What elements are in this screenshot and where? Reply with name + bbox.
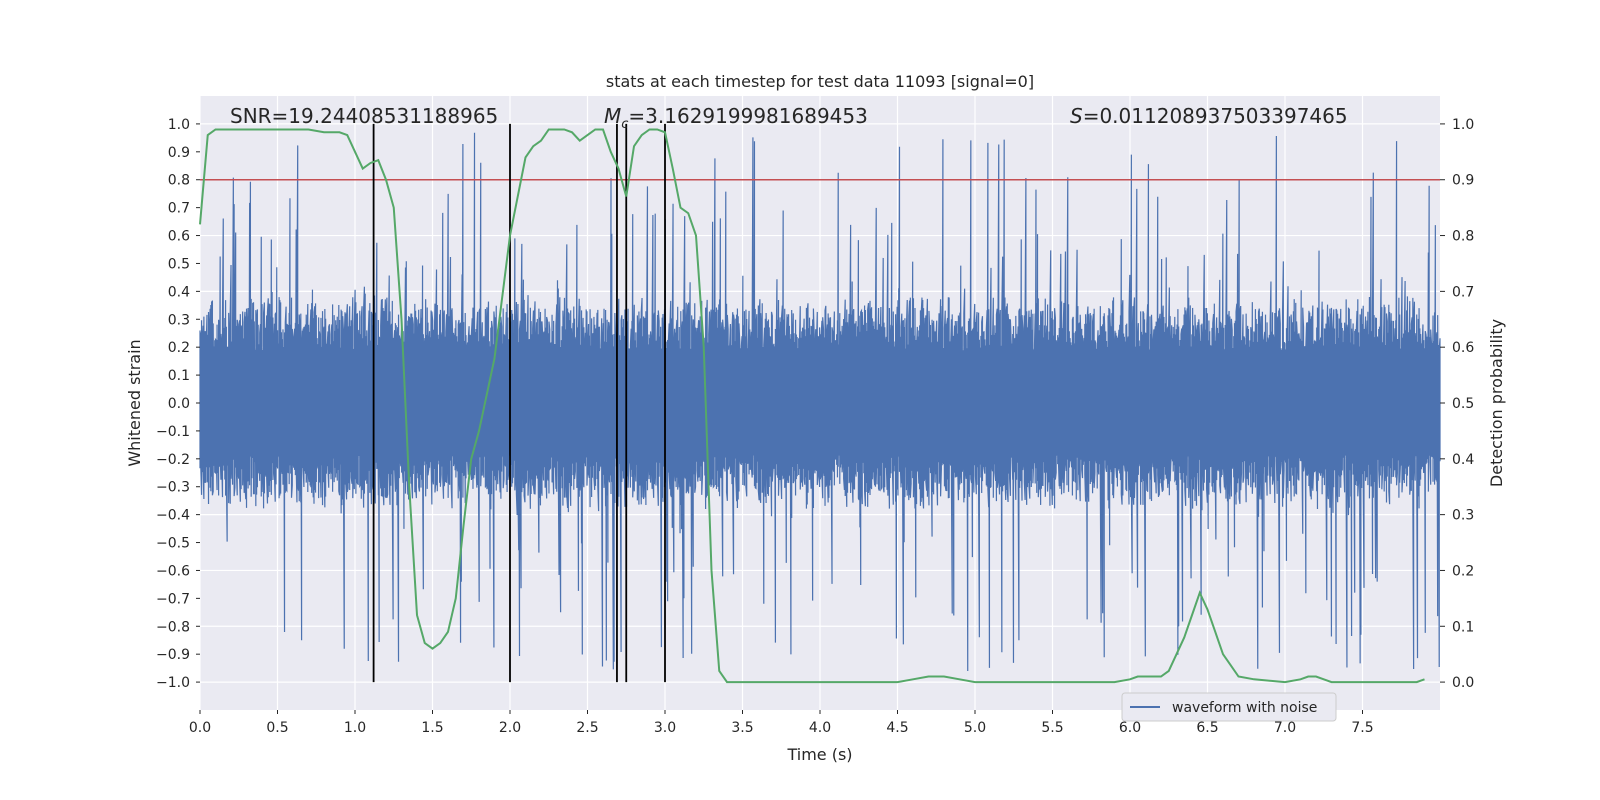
x-tick-label: 4.5 — [886, 720, 908, 736]
y-tick-label: 0.0 — [168, 396, 190, 412]
mc-value: =3.1629199981689453 — [628, 104, 867, 128]
legend-label: waveform with noise — [1172, 700, 1317, 716]
legend: waveform with noise — [1121, 692, 1337, 722]
y-tick-label: 1.0 — [168, 117, 190, 133]
x-tick-label: 3.0 — [654, 720, 676, 736]
mc-symbol: M — [604, 104, 621, 128]
y-right-axis-label: Detection probability — [1487, 319, 1506, 487]
chart-title: stats at each timestep for test data 110… — [606, 72, 1034, 91]
x-tick-labels: 0.0 0.5 1.0 1.5 2.0 2.5 3.0 3.5 4.0 4.5 5.0 5.5 6.0 6… — [189, 710, 1374, 736]
probability-series — [199, 128, 1425, 684]
y-tick-label: 0.4 — [168, 284, 190, 300]
y-tick-label: 0.6 — [168, 229, 190, 245]
probability-line — [199, 128, 1425, 684]
x-tick-label: 3.5 — [731, 720, 753, 736]
y-tick-label: −0.7 — [156, 591, 190, 607]
y-tick-label: 0.8 — [168, 173, 190, 189]
y-tick-label: 0.7 — [168, 201, 190, 217]
legend-box — [1121, 692, 1337, 722]
y-tick-label: −0.4 — [156, 508, 190, 524]
y-right-tick-label: 0.4 — [1452, 452, 1474, 468]
x-tick-label: 7.0 — [1274, 720, 1296, 736]
y-tick-label: −0.8 — [156, 619, 190, 635]
y-right-tick-label: 0.7 — [1452, 284, 1474, 300]
x-tick-label: 2.5 — [576, 720, 598, 736]
y-tick-labels: 1.0 0.9 0.8 0.7 0.6 0.5 0.4 0.3 0.2 0.1 0.0 −0.1 −0.… — [156, 117, 200, 691]
y-right-tick-labels: 1.0 0.9 0.8 0.7 0.6 0.5 0.4 0.3 0.2 0.1 0.0 — [1440, 117, 1474, 691]
x-tick-label: 6.0 — [1119, 720, 1141, 736]
waveform-line — [199, 132, 1441, 671]
mc-subscript: c — [621, 117, 628, 132]
y-tick-label: −0.9 — [156, 647, 190, 663]
snr-annotation: SNR=19.24408531188965 — [230, 104, 498, 128]
s-symbol: S — [1070, 104, 1083, 128]
x-tick-label: 5.0 — [964, 720, 986, 736]
x-tick-label: 6.5 — [1196, 720, 1218, 736]
x-tick-label: 2.0 — [499, 720, 521, 736]
x-tick-label: 1.5 — [421, 720, 443, 736]
y-right-tick-label: 0.9 — [1452, 173, 1474, 189]
y-right-tick-label: 0.1 — [1452, 619, 1474, 635]
s-value: =0.011208937503397465 — [1083, 104, 1348, 128]
y-tick-label: 0.5 — [168, 256, 190, 272]
y-right-tick-label: 0.8 — [1452, 229, 1474, 245]
s-annotation: S=0.011208937503397465 — [1070, 104, 1348, 128]
y-right-tick-label: 0.5 — [1452, 396, 1474, 412]
y-tick-label: 0.1 — [168, 368, 190, 384]
y-right-tick-label: 0.3 — [1452, 508, 1474, 524]
y-right-tick-label: 0.2 — [1452, 563, 1474, 579]
y-tick-label: −1.0 — [156, 675, 190, 691]
y-tick-label: 0.9 — [168, 145, 190, 161]
y-right-tick-label: 0.6 — [1452, 340, 1474, 356]
x-tick-label: 4.0 — [809, 720, 831, 736]
y-axis-label: Whitened strain — [125, 339, 144, 466]
mc-annotation: Mc=3.1629199981689453 — [604, 104, 868, 132]
x-tick-label: 7.5 — [1351, 720, 1373, 736]
y-right-tick-label: 0.0 — [1452, 675, 1474, 691]
y-tick-label: 0.3 — [168, 312, 190, 328]
waveform-series — [199, 132, 1441, 671]
vertical-markers — [372, 123, 666, 683]
y-tick-label: −0.2 — [156, 452, 190, 468]
x-tick-label: 0.5 — [266, 720, 288, 736]
x-tick-label: 5.5 — [1041, 720, 1063, 736]
x-tick-label: 0.0 — [189, 720, 211, 736]
y-right-tick-label: 1.0 — [1452, 117, 1474, 133]
x-tick-label: 1.0 — [344, 720, 366, 736]
x-axis-label: Time (s) — [786, 745, 852, 764]
y-tick-label: −0.1 — [156, 424, 190, 440]
y-tick-label: −0.3 — [156, 480, 190, 496]
y-tick-label: −0.5 — [156, 536, 190, 552]
y-tick-label: 0.2 — [168, 340, 190, 356]
y-tick-label: −0.6 — [156, 563, 190, 579]
